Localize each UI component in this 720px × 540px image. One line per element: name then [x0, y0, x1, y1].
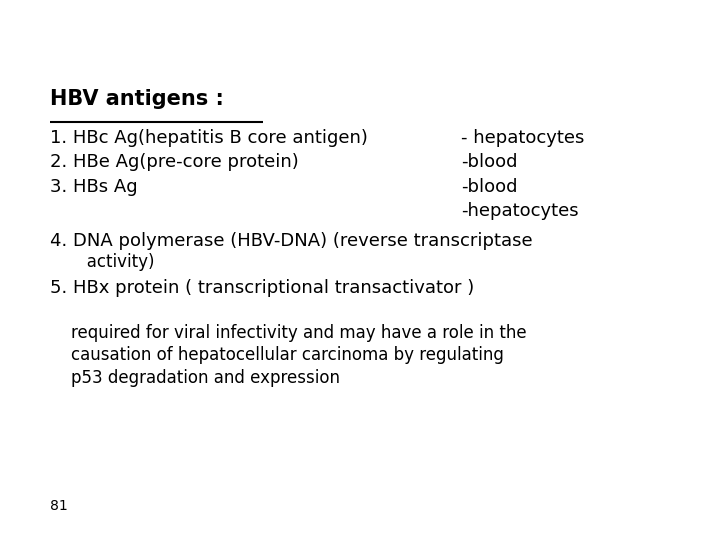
Text: -hepatocytes: -hepatocytes	[461, 202, 578, 220]
Text: 1. HBc Ag(hepatitis B core antigen): 1. HBc Ag(hepatitis B core antigen)	[50, 129, 368, 147]
Text: required for viral infectivity and may have a role in the: required for viral infectivity and may h…	[50, 323, 527, 341]
Text: 3. HBs Ag: 3. HBs Ag	[50, 178, 138, 195]
Text: -blood: -blood	[461, 153, 517, 171]
Text: p53 degradation and expression: p53 degradation and expression	[50, 369, 341, 387]
Text: -blood: -blood	[461, 178, 517, 195]
Text: - hepatocytes: - hepatocytes	[461, 129, 584, 147]
Text: 2. HBe Ag(pre-core protein): 2. HBe Ag(pre-core protein)	[50, 153, 299, 171]
Text: HBV antigens :: HBV antigens :	[50, 89, 224, 109]
Text: 5. HBx protein ( transcriptional transactivator ): 5. HBx protein ( transcriptional transac…	[50, 279, 474, 296]
Text: causation of hepatocellular carcinoma by regulating: causation of hepatocellular carcinoma by…	[50, 346, 504, 364]
Text: 81: 81	[50, 500, 68, 514]
Text: activity): activity)	[50, 253, 155, 271]
Text: 4. DNA polymerase (HBV-DNA) (reverse transcriptase: 4. DNA polymerase (HBV-DNA) (reverse tra…	[50, 232, 533, 249]
